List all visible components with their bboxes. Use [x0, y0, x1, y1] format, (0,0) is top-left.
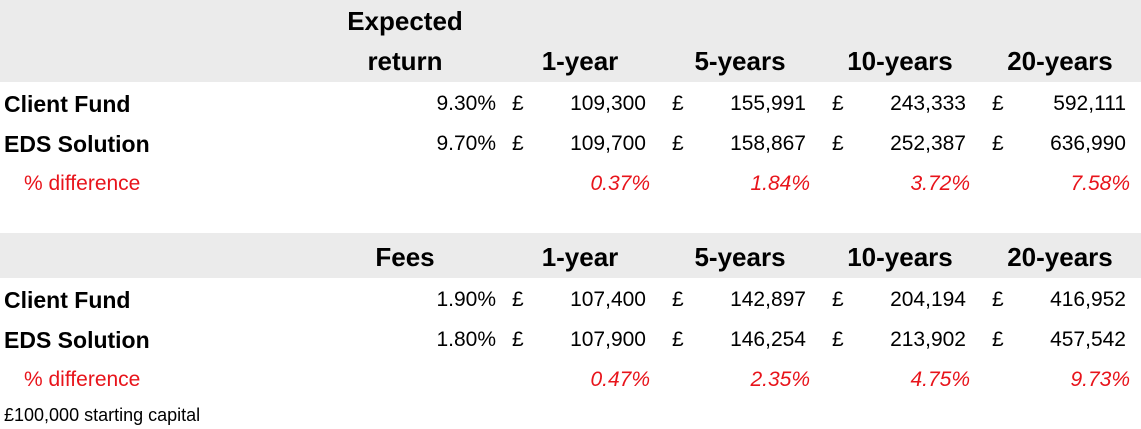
- currency: £: [992, 328, 1004, 351]
- currency: £: [832, 132, 844, 155]
- difference-value: 7.58%: [1070, 172, 1130, 195]
- difference-value: 1.84%: [750, 172, 810, 195]
- currency: £: [832, 92, 844, 115]
- header-band: [0, 233, 1141, 278]
- column-header: 5-years: [694, 242, 786, 272]
- column-header: Fees: [375, 242, 435, 272]
- rate: 9.70%: [436, 132, 496, 155]
- currency: £: [512, 92, 524, 115]
- currency: £: [832, 288, 844, 311]
- difference-value: 0.47%: [590, 368, 650, 391]
- amount: 636,990: [1050, 132, 1126, 155]
- amount: 155,991: [730, 92, 806, 115]
- amount: 457,542: [1050, 328, 1126, 351]
- currency: £: [672, 288, 684, 311]
- difference-label: % difference: [24, 368, 141, 391]
- rate: 9.30%: [436, 92, 496, 115]
- column-header: 10-years: [847, 46, 953, 76]
- column-header: 20-years: [1007, 46, 1113, 76]
- currency: £: [672, 132, 684, 155]
- currency: £: [992, 92, 1004, 115]
- footnote: £100,000 starting capital: [4, 405, 201, 425]
- difference-value: 2.35%: [750, 368, 810, 391]
- currency: £: [672, 92, 684, 115]
- column-header: 10-years: [847, 242, 953, 272]
- amount: 107,400: [570, 288, 646, 311]
- currency: £: [672, 328, 684, 351]
- row-label: EDS Solution: [4, 327, 150, 353]
- column-header: 20-years: [1007, 242, 1113, 272]
- amount: 142,897: [730, 288, 806, 311]
- amount: 109,700: [570, 132, 646, 155]
- currency: £: [512, 132, 524, 155]
- column-header: 5-years: [694, 46, 786, 76]
- amount: 243,333: [890, 92, 966, 115]
- currency: £: [512, 328, 524, 351]
- column-header: 1-year: [541, 242, 619, 272]
- currency: £: [832, 328, 844, 351]
- header-band: [0, 0, 1141, 82]
- difference-value: 9.73%: [1070, 368, 1130, 391]
- difference-label: % difference: [24, 172, 141, 195]
- row-label: EDS Solution: [4, 131, 150, 157]
- rate: 1.90%: [436, 288, 496, 311]
- amount: 204,194: [890, 288, 966, 311]
- difference-value: 3.72%: [910, 172, 970, 195]
- amount: 213,902: [890, 328, 966, 351]
- row-label: Client Fund: [4, 287, 131, 313]
- column-header: Expected return: [347, 6, 463, 76]
- column-header: 1-year: [541, 46, 619, 76]
- rate: 1.80%: [436, 328, 496, 351]
- difference-value: 0.37%: [590, 172, 650, 195]
- amount: 592,111: [1053, 92, 1126, 115]
- amount: 146,254: [730, 328, 806, 351]
- amount: 158,867: [730, 132, 806, 155]
- currency: £: [992, 288, 1004, 311]
- amount: 416,952: [1050, 288, 1126, 311]
- amount: 107,900: [570, 328, 646, 351]
- row-label: Client Fund: [4, 91, 131, 117]
- difference-value: 4.75%: [910, 368, 970, 391]
- currency: £: [992, 132, 1004, 155]
- amount: 252,387: [890, 132, 966, 155]
- amount: 109,300: [570, 92, 646, 115]
- currency: £: [512, 288, 524, 311]
